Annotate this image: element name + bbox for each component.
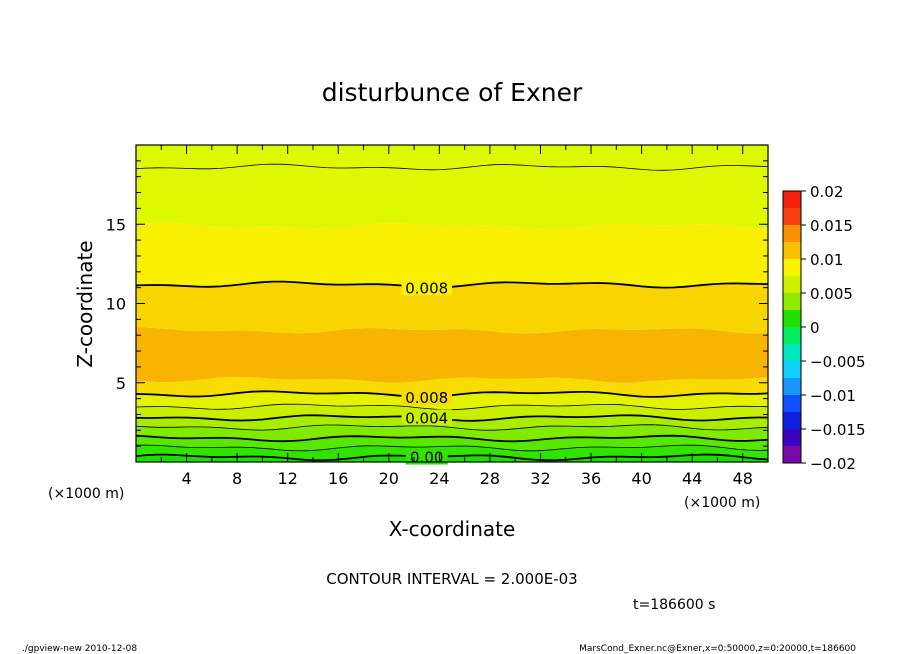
x-tick-label: 8 [232,469,242,488]
band-10 [136,222,768,288]
colorbar-swatch [783,344,801,361]
colorbar-swatch [783,259,801,276]
colorbar-tick-label: 0 [810,319,820,337]
contour-label-bg-0 [405,448,448,465]
colorbar-swatch [783,242,801,259]
colorbar-swatch [783,327,801,344]
band-5 [136,404,768,421]
colorbar-swatch [783,276,801,293]
x-unit-right: (×1000 m) [684,495,760,511]
x-tick-label: 36 [581,469,601,488]
x-axis-label: X-coordinate [389,517,516,541]
colorbar-tick-label: 0.01 [810,251,843,269]
contour-label-bg-6 [401,388,452,405]
y-tick-label: 15 [106,215,126,234]
contour-label-7: 0.008 [405,279,448,297]
contour-line-1 [135,444,769,452]
contour-line-0 [135,453,769,462]
footer-left: ./gpview-new 2010-12-08 [22,644,137,654]
colorbar-tick-label: 0.02 [810,183,843,201]
colorbar-swatch [783,446,801,463]
colorbar-swatch [783,191,801,208]
contour-line-4 [135,414,768,422]
colorbar [783,191,801,463]
footer-right: MarsCond_Exner.nc@Exner,x=0:50000,z=0:20… [579,644,856,654]
colorbar-tick-label: −0.005 [810,353,866,371]
contour-line-5 [135,403,769,411]
contour-label-bg-4 [401,409,452,426]
y-ticks: 5 10 15 [106,160,768,447]
colorbar-ticks: 0.02 0.015 0.01 0.005 0 −0.005 −0.01 −0.015 −0.0… [801,183,866,473]
band-8 [136,327,768,383]
contour-lines [135,163,769,462]
x-tick-label: 16 [328,469,348,488]
colorbar-tick-label: −0.02 [810,455,856,473]
contour-line-6 [135,390,769,398]
contour-label-6: 0.008 [405,389,448,407]
y-axis-label: Z-coordinate [73,240,97,367]
x-ticks: 4 8 12 16 20 24 28 32 36 40 44 48 [160,145,753,488]
x-tick-label: 4 [181,469,191,488]
colorbar-swatch [783,412,801,429]
colorbar-tick-label: 0.005 [810,285,853,303]
colorbar-swatch [783,395,801,412]
filled-bands [136,145,768,462]
x-tick-label: 24 [429,469,449,488]
band-11 [136,145,768,229]
time-text: t=186600 s [633,597,715,613]
colorbar-swatch [783,293,801,310]
contour-line-2 [135,434,769,443]
band-0 [136,454,768,462]
chart-title: disturbunce of Exner [322,78,583,107]
band-6 [136,391,768,410]
colorbar-swatch [783,429,801,446]
colorbar-swatch [783,310,801,327]
contour-label-bg-7 [401,279,452,296]
contour-interval-text: CONTOUR INTERVAL = 2.000E-03 [326,570,577,588]
band-9 [136,281,768,334]
y-tick-label: 10 [106,295,126,314]
colorbar-swatch [783,361,801,378]
y-tick-label: 5 [116,374,126,393]
colorbar-swatch [783,378,801,395]
x-tick-label: 20 [379,469,399,488]
band-4 [136,415,768,431]
x-tick-label: 44 [682,469,702,488]
contour-label-4: 0.004 [405,409,448,427]
contour-line-8 [135,163,769,171]
x-tick-label: 48 [733,469,753,488]
contour-label-0: 0.00 [410,449,443,467]
x-tick-label: 12 [278,469,298,488]
colorbar-swatch [783,208,801,225]
contour-line-7 [135,280,769,289]
x-tick-label: 32 [530,469,550,488]
x-tick-label: 28 [480,469,500,488]
colorbar-tick-label: 0.015 [810,217,853,235]
x-unit-left: (×1000 m) [48,486,124,502]
x-tick-label: 40 [631,469,651,488]
colorbar-tick-label: −0.01 [810,387,856,405]
colorbar-swatch [783,225,801,242]
colorbar-tick-label: −0.015 [810,421,866,439]
contour-line-3 [135,424,769,431]
